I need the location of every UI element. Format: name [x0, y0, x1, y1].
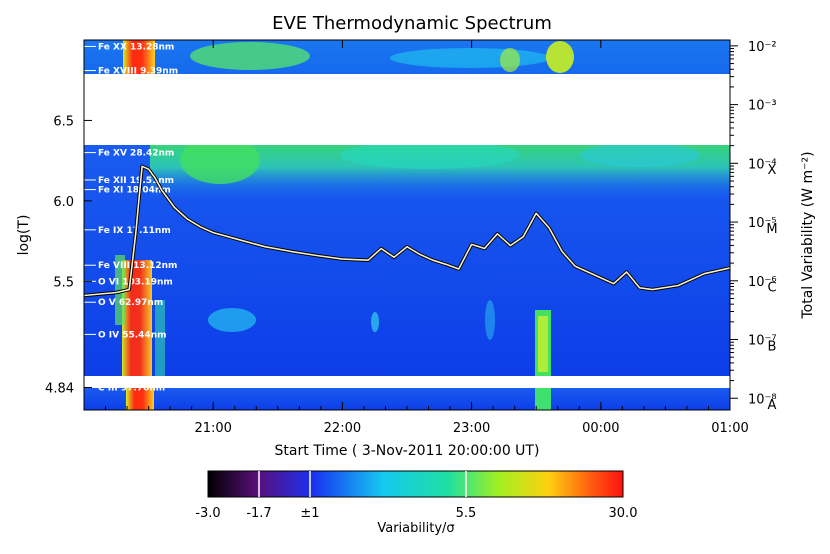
- spectral-line-label: C III 97.70nm: [98, 383, 165, 393]
- y-tick-label: 4.84: [45, 381, 74, 396]
- colorbar-tick-label: 5.5: [456, 506, 477, 521]
- colorbar-tick-label: 30.0: [609, 506, 638, 521]
- colorbar-tick-label: ±1: [300, 506, 319, 521]
- heatmap-bottom-band: [84, 388, 730, 410]
- y-tick-label: 6.0: [53, 195, 74, 210]
- y2-tick-label: 10⁻⁸: [748, 392, 777, 407]
- chart-title: EVE Thermodynamic Spectrum: [272, 13, 552, 34]
- y2-axis: 10⁻² 10⁻³ 10⁻⁴ 10⁻⁵ 10⁻⁶ 10⁻⁷ 10⁻⁸: [730, 40, 777, 407]
- y2-tick-label: 10⁻⁷: [748, 334, 777, 349]
- x-tick-label: 01:00: [711, 421, 748, 436]
- colorbar-label: Variability/σ: [377, 521, 454, 536]
- spectral-line-label: Fe XVIII 9.39nm: [98, 67, 178, 77]
- y2-tick-label: 10⁻⁴: [748, 157, 777, 172]
- x-tick-label: 22:00: [324, 421, 361, 436]
- goes-class-b: B: [768, 339, 777, 354]
- flare-column-bottom: [126, 388, 154, 410]
- y-axis: 6.5 6.0 5.5 4.84: [45, 114, 92, 396]
- y2-axis-label: Total Variability (W m⁻²): [800, 151, 816, 319]
- temperature-gap-upper: [84, 74, 730, 145]
- spectral-line-label: Fe XV 28.42nm: [98, 149, 174, 159]
- flare-column-mid: [122, 260, 152, 376]
- series-layer: [84, 164, 730, 298]
- spectral-line-label: Fe VIII 13.12nm: [98, 261, 177, 271]
- spectral-line-label: O V 62.97nm: [98, 298, 163, 308]
- y2-tick-label: 10⁻³: [748, 99, 777, 114]
- colorbar-tick-label: -1.7: [246, 506, 271, 521]
- spectral-line-label: Fe XI 18.04nm: [98, 186, 171, 196]
- heatmap: Fe XX 13.28nm Fe XVIII 9.39nm Fe XVI 33.54…: [84, 40, 730, 410]
- x-axis-label: Start Time ( 3-Nov-2011 20:00:00 UT): [275, 443, 540, 459]
- x-axis: 21:00 22:00 23:00 00:00 01:00: [105, 40, 749, 436]
- y-tick-label: 6.5: [53, 114, 74, 129]
- spectral-line-label: Fe XVI 33.54nm: [98, 128, 178, 138]
- brightening-column-bottom: [535, 388, 551, 410]
- goes-class-m: M: [766, 222, 777, 237]
- spectral-line-label: O VI 103.19nm: [98, 277, 173, 287]
- goes-class-labels: X M C B A: [766, 163, 777, 413]
- x-tick-label: 23:00: [453, 421, 490, 436]
- colorbar: [207, 470, 624, 498]
- spectral-line-label: O IV 55.44nm: [98, 330, 166, 340]
- goes-class-a: A: [768, 398, 777, 413]
- colorbar-tick-label: -3.0: [195, 506, 220, 521]
- goes-class-c: C: [767, 281, 776, 296]
- colorbar-ticks: -3.0 -1.7 ±1 5.5 30.0: [195, 506, 637, 521]
- y2-tick-label: 10⁻⁶: [748, 275, 777, 290]
- temperature-gap-lower: [84, 376, 730, 388]
- spectral-line-label: Fe XII 19.51nm: [98, 176, 174, 186]
- y2-tick-label: 10⁻²: [748, 40, 777, 55]
- x-tick-label: 00:00: [582, 421, 619, 436]
- y-axis-label: log(T): [16, 215, 32, 256]
- goes-class-x: X: [768, 163, 777, 178]
- x-tick-label: 21:00: [194, 421, 231, 436]
- y2-tick-label: 10⁻⁵: [748, 216, 777, 231]
- spectral-line-label: Fe XX 13.28nm: [98, 42, 174, 52]
- flare-column-top: [123, 40, 155, 74]
- y-tick-label: 5.5: [53, 275, 74, 290]
- series-line-total-variability: [84, 165, 730, 297]
